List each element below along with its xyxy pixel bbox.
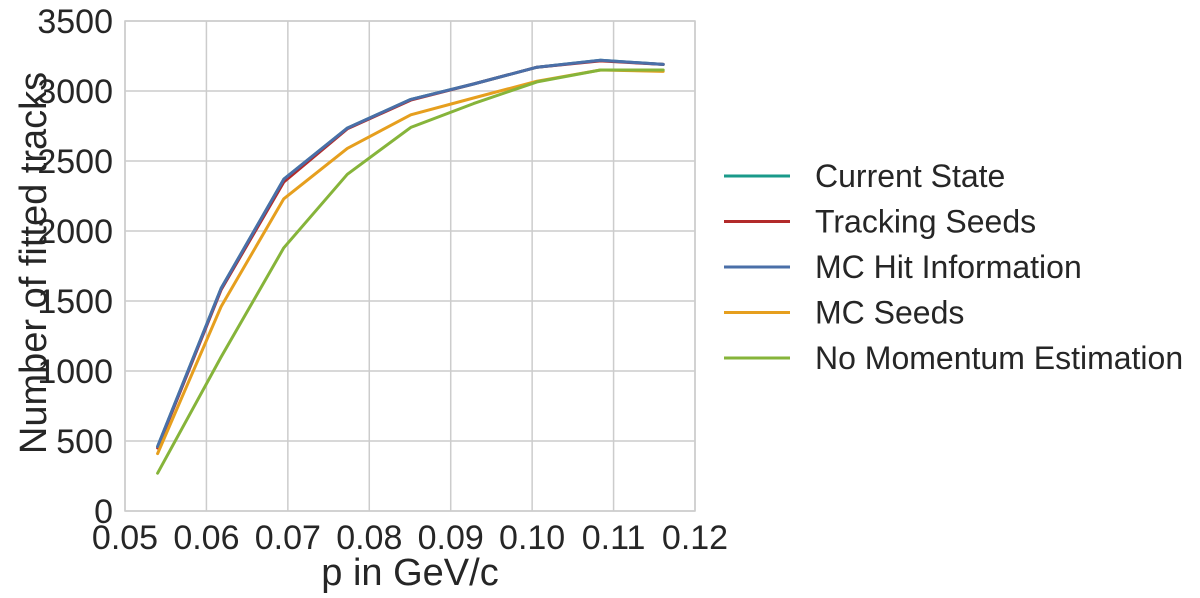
- y-tick-label: 0: [94, 493, 113, 531]
- legend-label: Current State: [815, 158, 1005, 194]
- y-tick-label: 1000: [37, 353, 113, 391]
- y-axis-ticks: 0 500 1000 1500 2000 2500 3000 3500: [37, 3, 113, 531]
- x-tick-label: 0.07: [255, 519, 321, 557]
- x-axis-ticks: 0.05 0.06 0.07 0.08 0.09 0.10 0.11 0.12: [92, 519, 728, 557]
- series-line-mc-hit-information: [156, 58, 665, 449]
- x-tick-label: 0.12: [662, 519, 728, 557]
- x-tick-label: 0.05: [92, 519, 158, 557]
- grid: [124, 20, 696, 512]
- series-line-current-state: [156, 58, 665, 449]
- legend-label: MC Hit Information: [815, 249, 1082, 285]
- plot-frame: [124, 20, 696, 512]
- x-tick-label: 0.09: [418, 519, 484, 557]
- y-tick-label: 2000: [37, 213, 113, 251]
- y-tick-label: 3000: [37, 73, 113, 111]
- y-tick-label: 500: [56, 423, 113, 461]
- legend-label: Tracking Seeds: [815, 204, 1036, 240]
- legend-label: MC Seeds: [815, 295, 964, 331]
- series-lines: [156, 58, 665, 475]
- x-axis-label: p in GeV/c: [321, 552, 498, 594]
- x-tick-label: 0.08: [336, 519, 402, 557]
- legend: Current State Tracking Seeds MC Hit Inform…: [724, 158, 1183, 376]
- legend-label: No Momentum Estimation: [815, 340, 1183, 376]
- x-tick-label: 0.06: [173, 519, 239, 557]
- x-tick-label: 0.11: [582, 519, 646, 557]
- y-tick-label: 3500: [37, 3, 113, 41]
- y-tick-label: 2500: [37, 143, 113, 181]
- y-tick-label: 1500: [37, 283, 113, 321]
- series-line-no-momentum-estimation: [156, 68, 665, 475]
- series-line-tracking-seeds: [156, 59, 665, 450]
- x-tick-label: 0.10: [499, 519, 565, 557]
- y-axis-label: Number of fitted tracks: [13, 72, 55, 454]
